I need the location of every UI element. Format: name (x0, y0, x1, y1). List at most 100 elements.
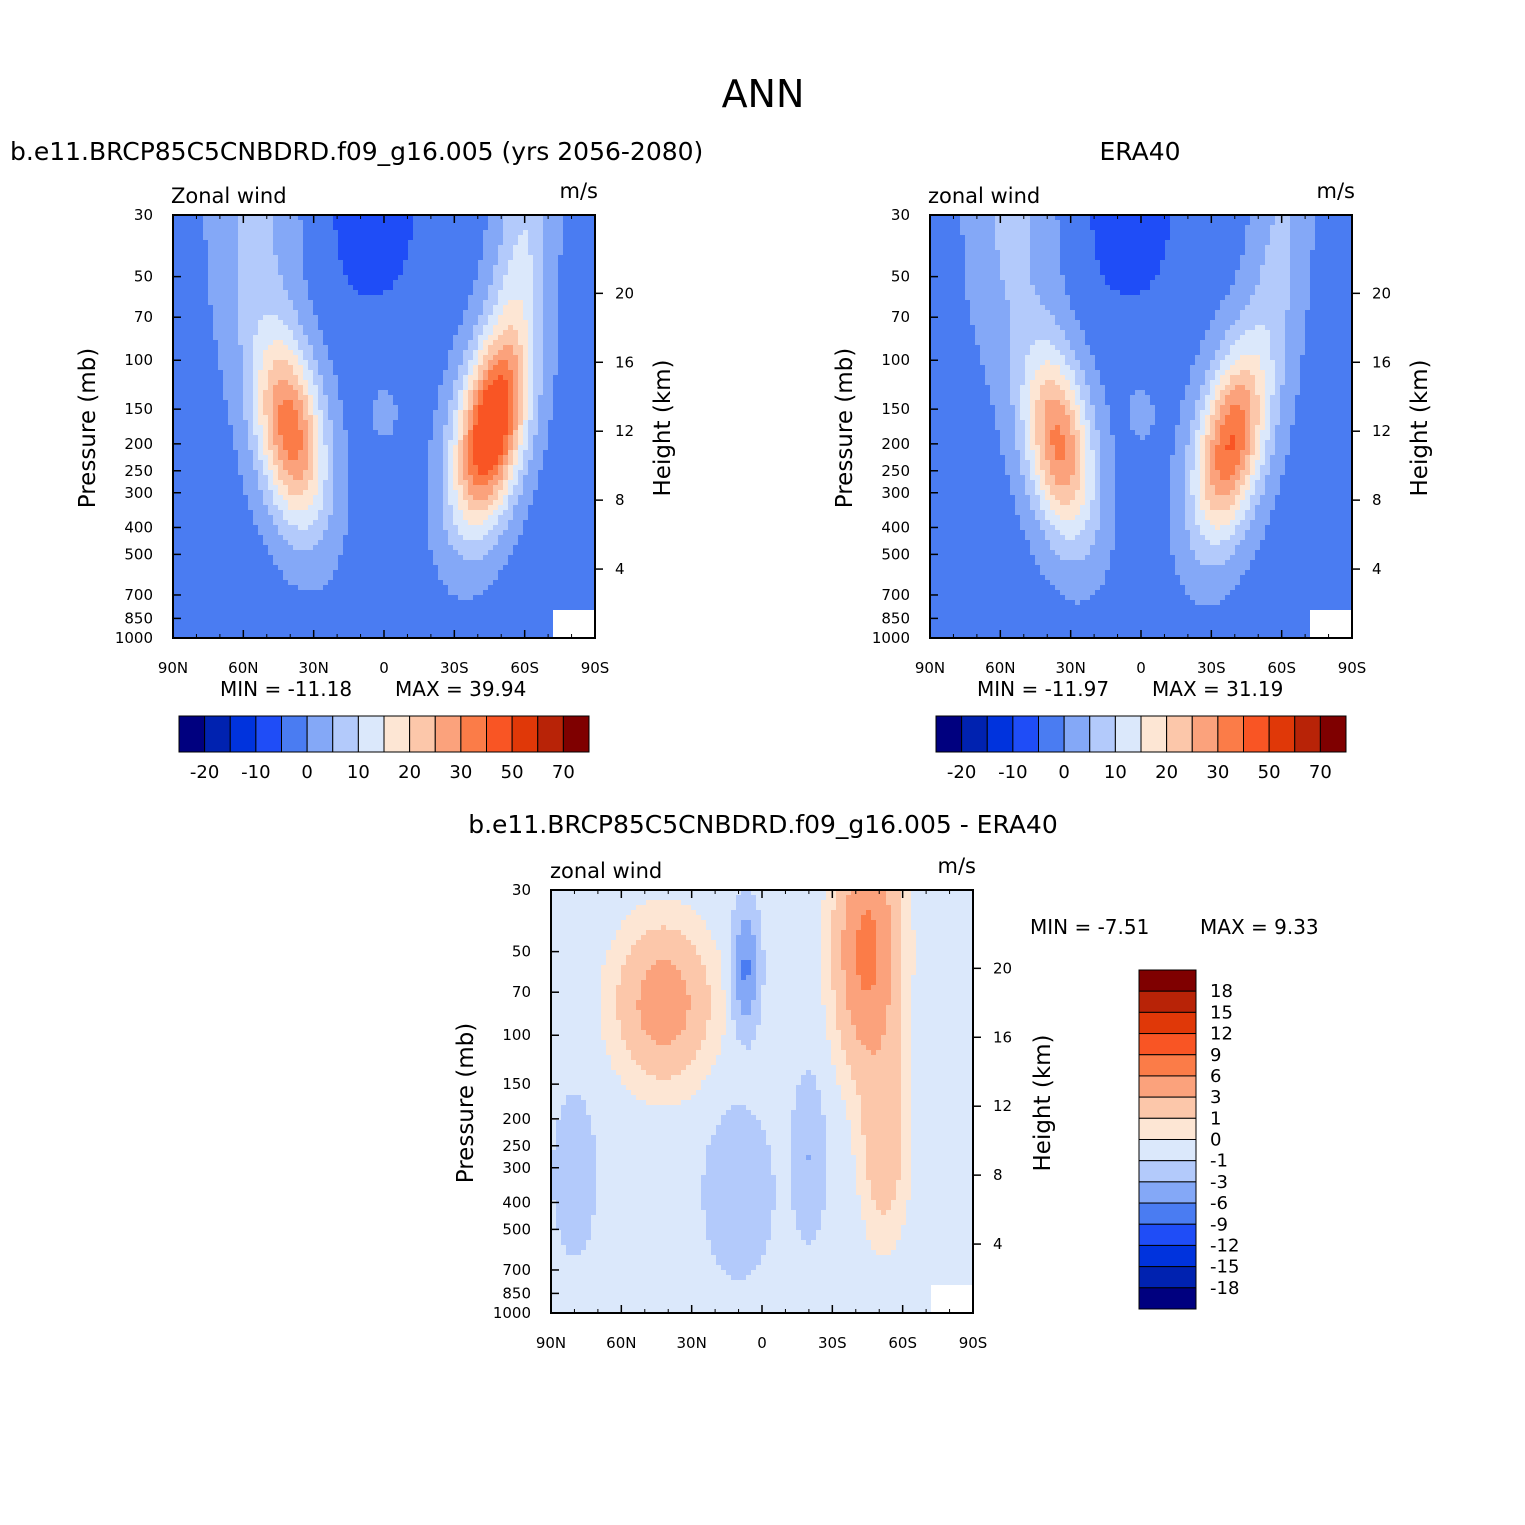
field-cell (578, 280, 584, 286)
field-cell (403, 415, 409, 421)
field-cell (528, 370, 534, 376)
field-cell (468, 405, 474, 411)
field-cell (413, 230, 419, 236)
field-cell (438, 350, 444, 356)
field-cell (418, 230, 424, 236)
field-cell (398, 480, 404, 486)
field-cell (518, 230, 524, 236)
field-cell (283, 240, 289, 246)
field-cell (548, 500, 554, 506)
field-cell (243, 420, 249, 426)
field-cell (193, 220, 199, 226)
field-cell (253, 310, 259, 316)
field-cell (533, 340, 539, 346)
field-cell (218, 315, 224, 321)
field-cell (523, 475, 529, 481)
field-cell (468, 430, 474, 436)
field-cell (493, 340, 499, 346)
field-cell (328, 365, 334, 371)
field-cell (358, 400, 364, 406)
field-cell (348, 250, 354, 256)
field-cell (328, 425, 334, 431)
field-cell (248, 295, 254, 301)
field-cell (433, 480, 439, 486)
field-cell (578, 475, 584, 481)
field-cell (438, 360, 444, 366)
field-cell (363, 305, 369, 311)
field-cell (368, 235, 374, 241)
field-cell (338, 330, 344, 336)
field-cell (328, 445, 334, 451)
field-cell (303, 245, 309, 251)
field-cell (418, 435, 424, 441)
field-cell (328, 280, 334, 286)
field-cell (433, 410, 439, 416)
field-cell (233, 285, 239, 291)
field-cell (188, 375, 194, 381)
field-cell (488, 375, 494, 381)
field-cell (248, 300, 254, 306)
field-cell (343, 380, 349, 386)
field-cell (228, 240, 234, 246)
field-cell (483, 370, 489, 376)
field-cell (508, 255, 514, 261)
field-cell (468, 215, 474, 221)
field-cell (458, 450, 464, 456)
field-cell (178, 220, 184, 226)
field-cell (528, 430, 534, 436)
field-cell (463, 390, 469, 396)
field-cell (258, 380, 264, 386)
field-cell (348, 355, 354, 361)
field-cell (198, 370, 204, 376)
field-cell (583, 245, 589, 251)
field-cell (353, 225, 359, 231)
field-cell (283, 355, 289, 361)
field-cell (398, 280, 404, 286)
field-cell (358, 230, 364, 236)
field-cell (438, 240, 444, 246)
field-cell (503, 480, 509, 486)
field-cell (248, 395, 254, 401)
field-cell (193, 485, 199, 491)
field-cell (553, 500, 559, 506)
field-cell (298, 420, 304, 426)
field-cell (513, 290, 519, 296)
field-cell (488, 435, 494, 441)
field-cell (378, 480, 384, 486)
field-cell (353, 400, 359, 406)
field-cell (213, 425, 219, 431)
field-cell (183, 385, 189, 391)
field-cell (518, 300, 524, 306)
field-cell (343, 235, 349, 241)
field-cell (453, 235, 459, 241)
field-cell (398, 440, 404, 446)
field-cell (273, 415, 279, 421)
field-cell (288, 385, 294, 391)
field-cell (453, 400, 459, 406)
field-cell (448, 450, 454, 456)
field-cell (183, 355, 189, 361)
field-cell (363, 460, 369, 466)
field-cell (353, 380, 359, 386)
field-cell (518, 470, 524, 476)
field-cell (343, 480, 349, 486)
field-cell (373, 350, 379, 356)
field-cell (238, 465, 244, 471)
field-cell (263, 220, 269, 226)
field-cell (268, 390, 274, 396)
field-cell (298, 265, 304, 271)
field-cell (298, 250, 304, 256)
field-cell (258, 245, 264, 251)
field-cell (523, 280, 529, 286)
field-cell (318, 435, 324, 441)
field-cell (218, 240, 224, 246)
field-cell (578, 220, 584, 226)
field-cell (248, 405, 254, 411)
field-cell (368, 490, 374, 496)
field-cell (188, 305, 194, 311)
field-cell (493, 420, 499, 426)
field-cell (538, 445, 544, 451)
field-cell (303, 290, 309, 296)
field-cell (548, 425, 554, 431)
field-cell (298, 455, 304, 461)
